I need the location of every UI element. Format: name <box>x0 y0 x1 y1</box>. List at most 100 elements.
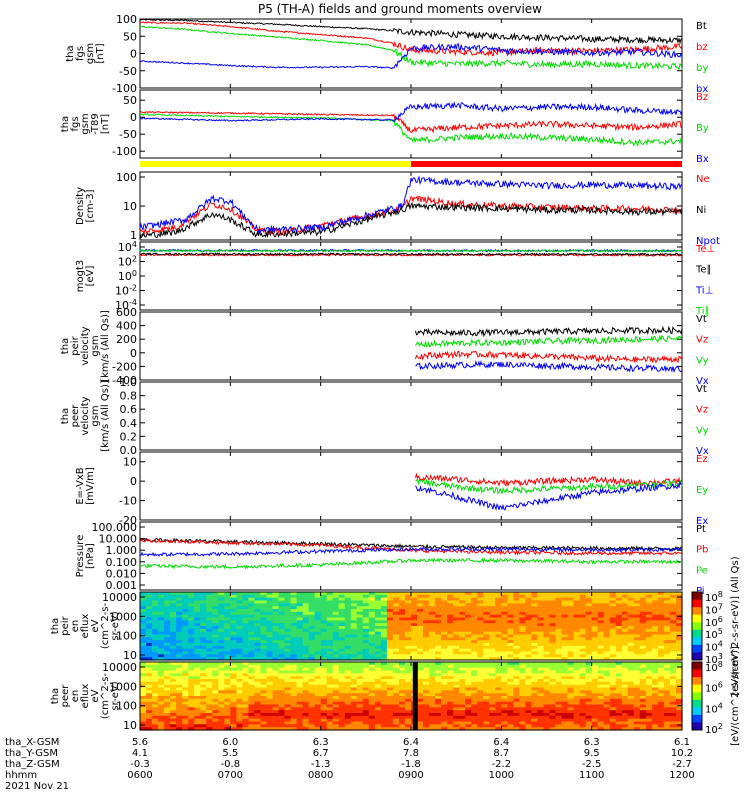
heatmap-cell <box>158 620 165 624</box>
ephem-value: 6.3 <box>313 737 329 748</box>
heatmap-cell <box>537 657 545 661</box>
heatmap-cell <box>411 606 418 610</box>
heatmap-cell <box>146 696 153 700</box>
heatmap-cell <box>597 623 605 627</box>
heatmap-cell <box>254 617 261 621</box>
heatmap-cell <box>663 681 671 686</box>
heatmap-cell <box>597 727 605 731</box>
heatmap-cell <box>423 634 430 638</box>
heatmap-cell <box>399 664 406 669</box>
heatmap-cell <box>356 611 364 616</box>
heatmap-cell <box>676 631 683 636</box>
heatmap-cell <box>212 727 219 731</box>
heatmap-cell <box>471 594 478 599</box>
heatmap-cell <box>146 606 153 610</box>
heatmap-cell <box>320 681 328 686</box>
heatmap-cell <box>603 724 611 728</box>
heatmap-cell <box>290 643 298 647</box>
heatmap-cell <box>200 628 207 633</box>
heatmap-cell <box>591 664 599 669</box>
heatmap-cell <box>182 631 189 636</box>
heatmap-cell <box>603 662 611 666</box>
heatmap-cell <box>164 628 171 633</box>
heatmap-cell <box>170 651 177 655</box>
heatmap-cell <box>507 690 514 694</box>
heatmap-cell <box>657 651 665 655</box>
heatmap-cell <box>435 640 442 644</box>
heatmap-cell <box>248 620 255 624</box>
heatmap-cell <box>140 670 147 674</box>
heatmap-cell <box>549 654 557 658</box>
heatmap-cell <box>254 687 261 691</box>
heatmap-cell <box>567 667 575 672</box>
heatmap-cell <box>374 628 382 633</box>
heatmap-cell <box>200 657 207 661</box>
efield-ylabel: E=-VxB [mV/m] <box>75 467 96 505</box>
heatmap-cell <box>657 696 665 700</box>
heatmap-cell <box>405 651 412 655</box>
heatmap-cell <box>272 664 280 669</box>
heatmap-cell <box>633 676 641 680</box>
heatmap-cell <box>663 592 671 596</box>
heatmap-cell <box>615 640 623 644</box>
heatmap-cell <box>338 727 346 731</box>
colorbar-segment <box>692 684 702 693</box>
heatmap-cell <box>230 701 237 706</box>
heatmap-cell <box>176 676 183 680</box>
heatmap-cell <box>230 684 237 689</box>
heatmap-cell <box>242 701 249 706</box>
heatmap-cell <box>676 698 683 703</box>
ylabel-line: velocity <box>80 396 91 435</box>
heatmap-cell <box>676 721 683 725</box>
heatmap-cell <box>218 637 225 641</box>
heatmap-cell <box>573 645 581 650</box>
heatmap-cell <box>314 696 322 700</box>
heatmap-cell <box>152 651 159 655</box>
heatmap-cell <box>531 701 538 706</box>
heatmap-cell <box>603 654 611 658</box>
heatmap-cell <box>645 617 653 621</box>
heatmap-cell <box>188 664 195 669</box>
heatmap-cell <box>158 611 165 616</box>
heatmap-cell <box>248 715 255 720</box>
peir-velocity-ylabel: tha peir velocity gsm [km/s (All Qs)] <box>60 310 111 382</box>
temperature-ylabel: mogt3 [eV] <box>75 260 96 293</box>
heatmap-cell <box>230 600 237 604</box>
heatmap-cell <box>676 606 683 610</box>
heatmap-cell <box>326 611 334 616</box>
heatmap-cell <box>399 696 406 700</box>
heatmap-cell <box>519 679 526 683</box>
heatmap-cell <box>314 640 322 644</box>
heatmap-cell <box>338 698 346 703</box>
heatmap-cell <box>224 662 231 666</box>
colorbar-tick-label: 104 <box>705 640 723 654</box>
heatmap-cell <box>374 654 382 658</box>
heatmap-cell <box>308 648 316 653</box>
heatmap-cell <box>549 606 557 610</box>
heatmap-cell <box>489 707 496 711</box>
heatmap-cell <box>392 715 400 720</box>
heatmap-cell <box>645 673 653 677</box>
heatmap-cell <box>374 657 382 661</box>
heatmap-cell <box>146 664 153 669</box>
heatmap-cell <box>386 704 394 708</box>
heatmap-cell <box>645 718 653 723</box>
heatmap-cell <box>332 626 340 630</box>
heatmap-cell <box>356 687 364 691</box>
heatmap-cell <box>543 623 551 627</box>
heatmap-cell <box>266 701 274 706</box>
heatmap-cell <box>332 662 340 666</box>
heatmap-cell <box>639 651 647 655</box>
heatmap-cell <box>621 710 629 714</box>
heatmap-cell <box>164 657 171 661</box>
heatmap-cell <box>489 713 496 717</box>
heatmap-cell <box>314 592 322 596</box>
heatmap-cell <box>218 620 225 624</box>
heatmap-cell <box>368 637 376 641</box>
heatmap-cell <box>489 673 496 677</box>
heatmap-cell <box>278 643 286 647</box>
ephem-date: 2021 Nov 21 <box>5 781 69 792</box>
heatmap-cell <box>302 603 310 607</box>
heatmap-cell <box>344 724 352 728</box>
heatmap-cell <box>158 727 165 731</box>
